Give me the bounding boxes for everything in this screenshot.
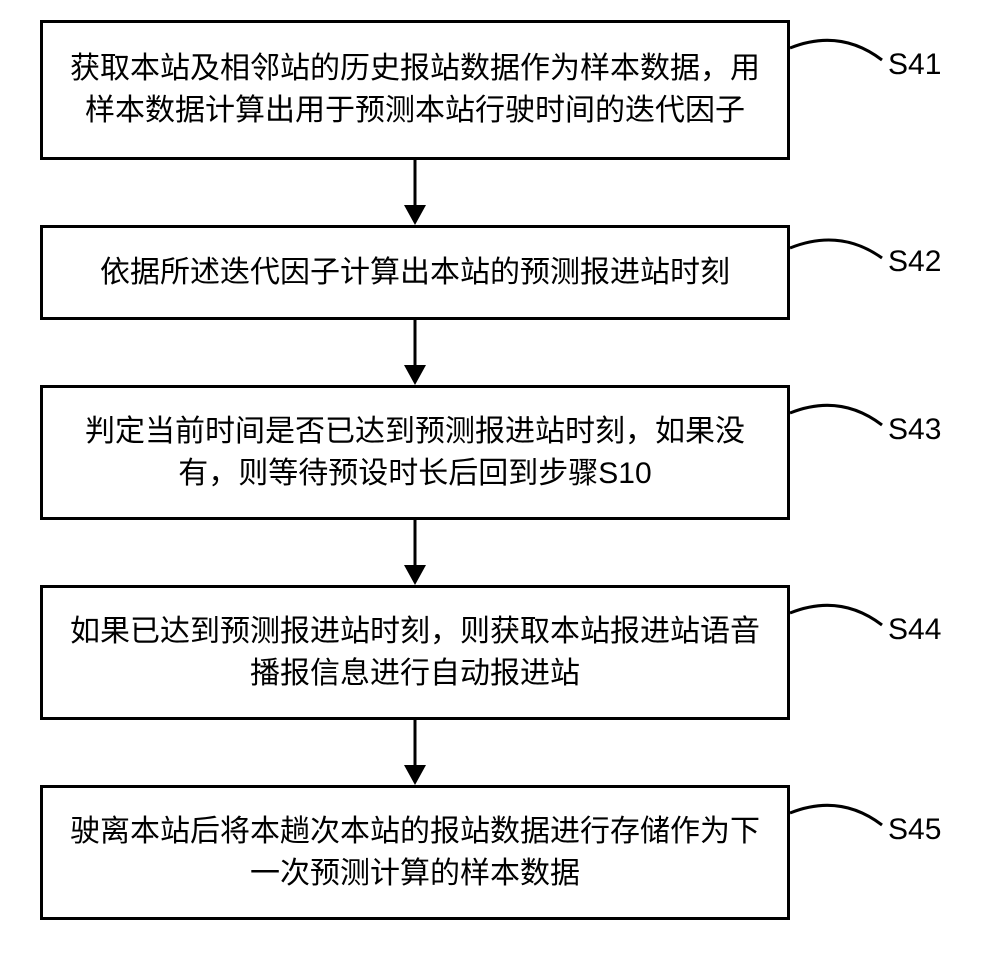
label-connector-icon <box>0 0 1000 968</box>
flowchart-canvas: 获取本站及相邻站的历史报站数据作为样本数据，用样本数据计算出用于预测本站行驶时间… <box>0 0 1000 968</box>
